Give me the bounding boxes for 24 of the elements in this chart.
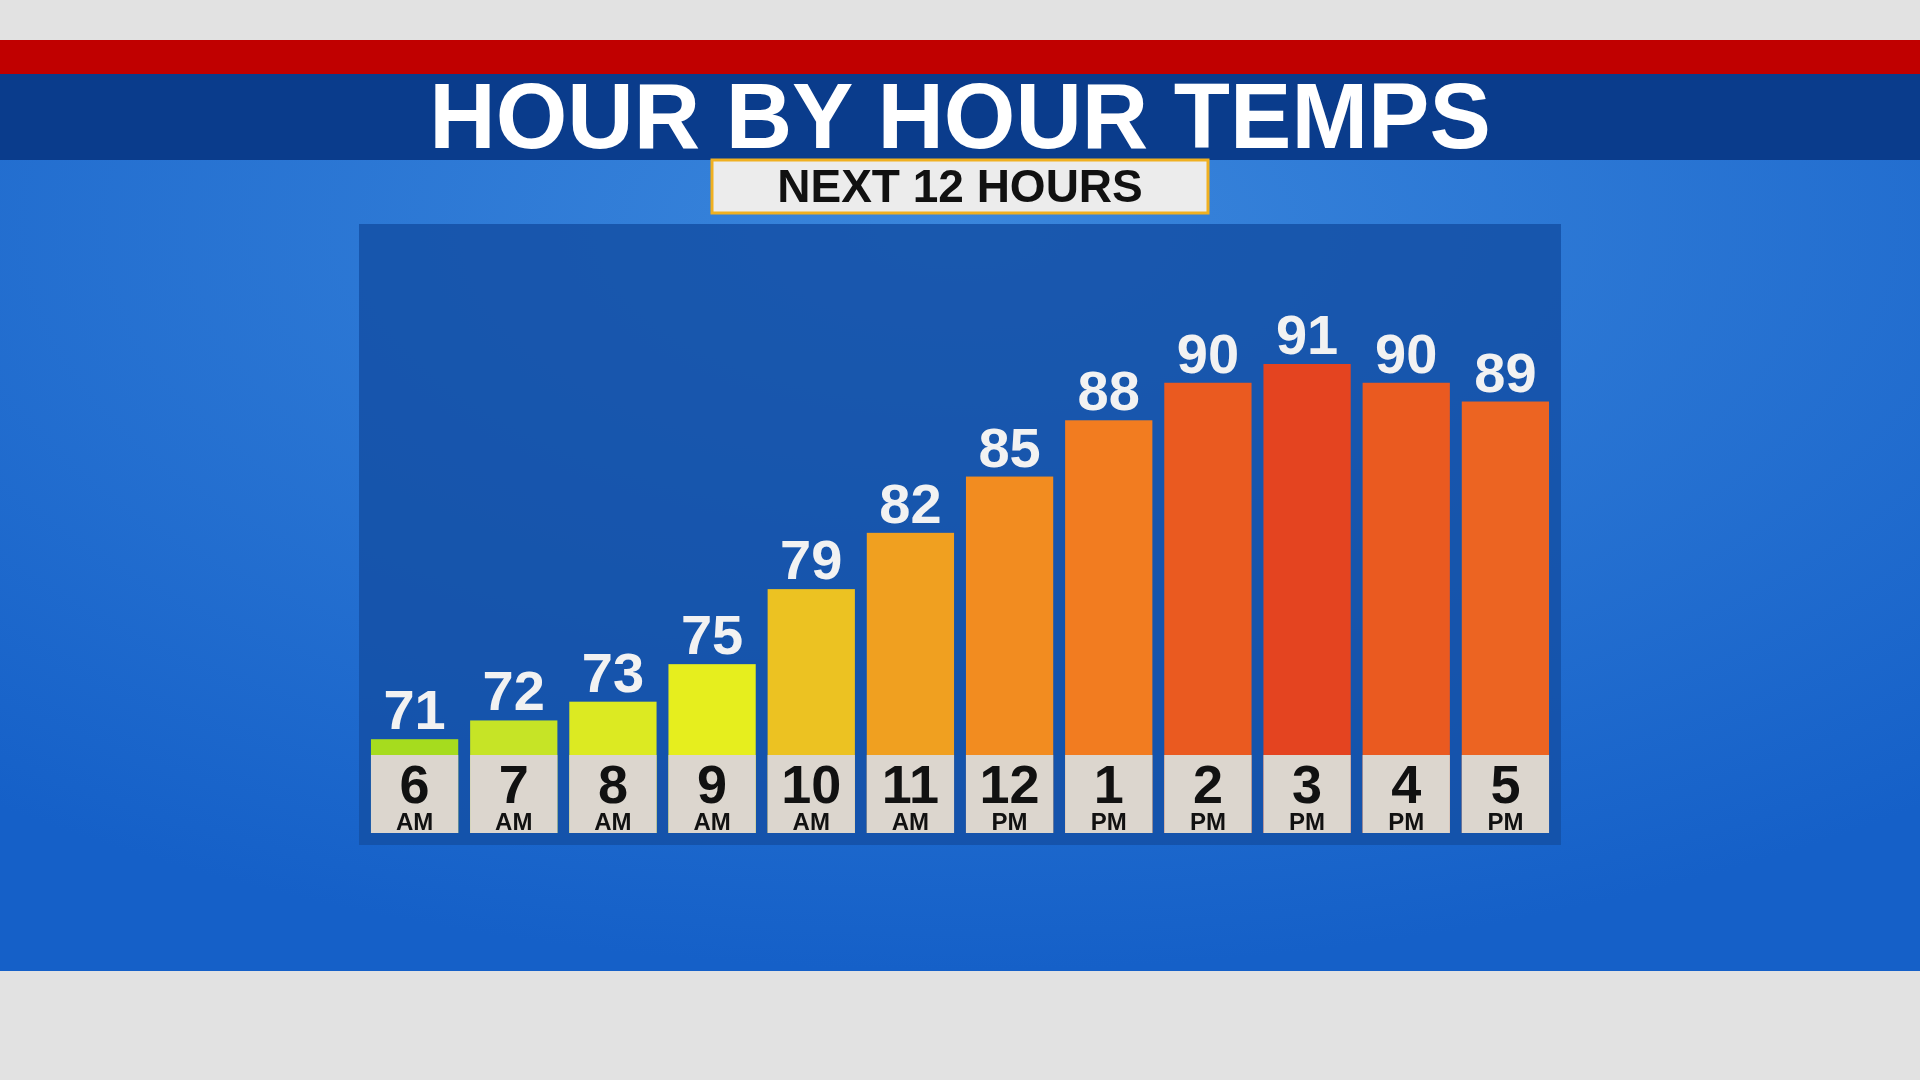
x-tick-label: 3 PM — [1289, 754, 1326, 835]
data-label: 82 — [879, 471, 942, 535]
data-label: 88 — [1077, 359, 1140, 423]
data-label: 89 — [1474, 340, 1537, 404]
data-label: 71 — [383, 678, 446, 742]
data-label: 75 — [680, 603, 744, 667]
x-tick-label: 7 AM — [495, 754, 533, 835]
x-tick-label: 12 PM — [979, 754, 1040, 835]
x-tick-label: 2 PM — [1189, 754, 1226, 835]
data-label: 90 — [1375, 321, 1438, 385]
data-label: 73 — [581, 640, 645, 704]
x-tick-label: 1 PM — [1090, 754, 1127, 835]
x-tick-label: 9 AM — [693, 754, 731, 835]
x-tick-label: 8 AM — [594, 754, 632, 835]
x-tick-label: 11 AM — [881, 754, 939, 835]
data-label: 85 — [978, 415, 1041, 479]
data-label: 79 — [780, 528, 843, 592]
x-tick-label: 5 PM — [1487, 754, 1524, 835]
data-label: 91 — [1275, 303, 1339, 366]
x-tick-label: 6 AM — [395, 754, 434, 835]
x-tick-label: 10 AM — [781, 754, 842, 835]
x-tick-label: 4 PM — [1388, 754, 1425, 835]
data-label: 90 — [1176, 321, 1240, 385]
data-label: 72 — [482, 659, 545, 723]
